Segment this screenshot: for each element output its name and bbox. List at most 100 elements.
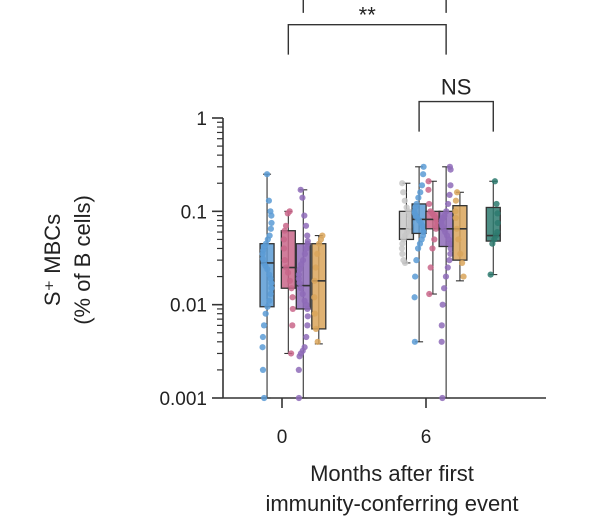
data-point [414,245,422,252]
data-point [452,197,459,204]
data-point [314,250,321,257]
data-point [426,290,433,298]
data-point [303,245,310,252]
data-point [415,194,422,201]
data-point [263,171,271,178]
data-point [399,250,406,257]
data-point [459,259,466,267]
data-point [311,294,318,301]
data-point [460,273,467,280]
data-point [259,366,267,374]
data-point [489,240,496,247]
data-point [259,250,266,257]
data-point [283,264,290,271]
data-point [416,240,424,247]
x-axis-title-line2: immunity-conferring event [265,491,518,516]
data-point [268,280,275,287]
data-point [429,245,436,252]
data-point [312,264,319,271]
x-tick-label-0: 0 [277,427,288,448]
x-axis-title-line1: Months after first [310,461,474,486]
data-point [286,277,294,284]
data-point [401,197,408,204]
data-point [447,245,454,252]
y-axis-title: S⁺ MBCs (% of B cells) [40,195,95,325]
data-point [268,219,275,227]
data-point [420,163,427,170]
data-point [452,208,459,215]
data-point [441,285,448,292]
sig-label-1: ** [359,3,377,28]
sig-bracket-1 [287,23,447,55]
box-group-6 [425,178,441,298]
data-point [446,240,454,247]
data-point [494,210,501,217]
data-point [420,171,427,178]
data-point [413,257,420,264]
data-point [264,303,271,310]
data-point [261,394,268,402]
data-point [426,200,433,208]
data-point [438,338,445,345]
data-point [455,236,462,243]
data-point [302,222,310,229]
data-point [447,250,454,257]
data-point [411,294,418,301]
y-axis-title-line1: S⁺ MBCs [40,214,65,306]
data-point [301,212,308,219]
data-point [259,333,267,341]
data-point [289,294,296,301]
data-point [444,264,451,271]
data-point [427,264,434,271]
data-point [316,240,323,247]
box-group-5 [411,163,427,345]
data-point [303,333,310,341]
data-point [439,394,446,402]
axes-group [222,118,546,399]
data-point [259,344,266,351]
y-tick-label-3: 1 [196,109,207,130]
data-point [493,200,500,208]
sig-bracket-0 [418,100,494,132]
data-point [452,214,459,222]
box-rect [295,243,311,310]
data-point [399,240,406,247]
data-point [267,225,274,232]
data-point [417,189,424,196]
data-point [457,250,464,257]
box-group-1 [280,208,296,357]
data-point [453,225,460,232]
data-point [296,266,303,273]
data-point [280,236,288,243]
data-point [297,186,304,193]
data-point [262,310,269,317]
box-group-7 [438,163,454,402]
data-point [311,277,318,284]
data-point [311,310,318,317]
box-group-0 [259,171,275,402]
data-point [487,271,494,278]
data-point [446,191,453,198]
data-point [295,366,302,374]
data-point [398,245,406,252]
data-point [312,325,320,332]
data-point [284,269,292,276]
data-point [288,285,295,292]
data-point [399,180,406,187]
data-point [289,322,296,329]
data-point [298,261,305,268]
y-tick-group: 0.001 0.01 0.1 1 [159,109,223,410]
data-point [287,350,295,357]
data-point [268,285,275,292]
data-point [418,182,426,189]
data-point [296,280,303,287]
data-point [444,200,452,208]
data-point [432,225,440,232]
box-rect [280,230,296,289]
data-point [439,301,446,308]
x-tick-label-1: 6 [421,427,432,448]
data-point [494,219,501,227]
data-point [304,232,311,239]
data-point [289,305,296,313]
